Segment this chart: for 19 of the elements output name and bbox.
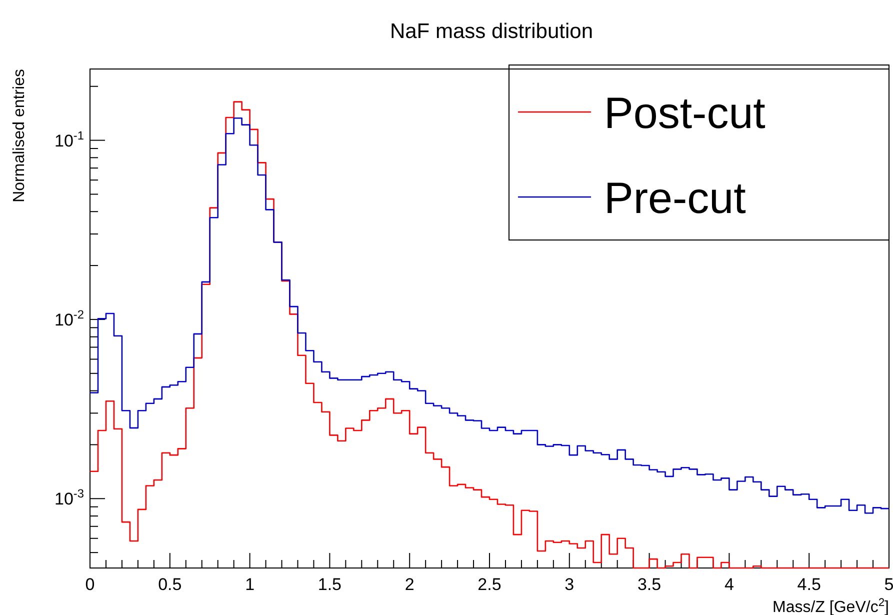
- x-tick-label: 2.5: [478, 575, 502, 594]
- chart-title: NaF mass distribution: [390, 20, 594, 43]
- legend-label: Pre-cut: [604, 174, 746, 223]
- x-tick-label: 4: [724, 575, 734, 594]
- x-tick-label: 4.5: [797, 575, 821, 594]
- y-tick-label: 10$^{-3}$: [54, 486, 84, 509]
- y-tick-label: 10$^{-2}$: [54, 307, 84, 330]
- x-tick-label: 5: [884, 575, 893, 594]
- x-tick-label: 3: [564, 575, 574, 594]
- x-axis-title: Mass/Z [GeV/c$^{2}$]: [772, 597, 889, 615]
- x-tick-label: 3.5: [637, 575, 662, 594]
- x-tick-label: 0.5: [158, 575, 182, 594]
- legend-label: Post-cut: [604, 89, 766, 138]
- y-axis-title: Normalised entries: [11, 69, 28, 202]
- x-tick-label: 0: [85, 575, 95, 594]
- y-tick-label: 10$^{-1}$: [54, 128, 84, 150]
- x-tick-label: 1.5: [318, 575, 342, 594]
- x-tick-label: 1: [245, 575, 255, 594]
- x-tick-label: 2: [404, 575, 414, 594]
